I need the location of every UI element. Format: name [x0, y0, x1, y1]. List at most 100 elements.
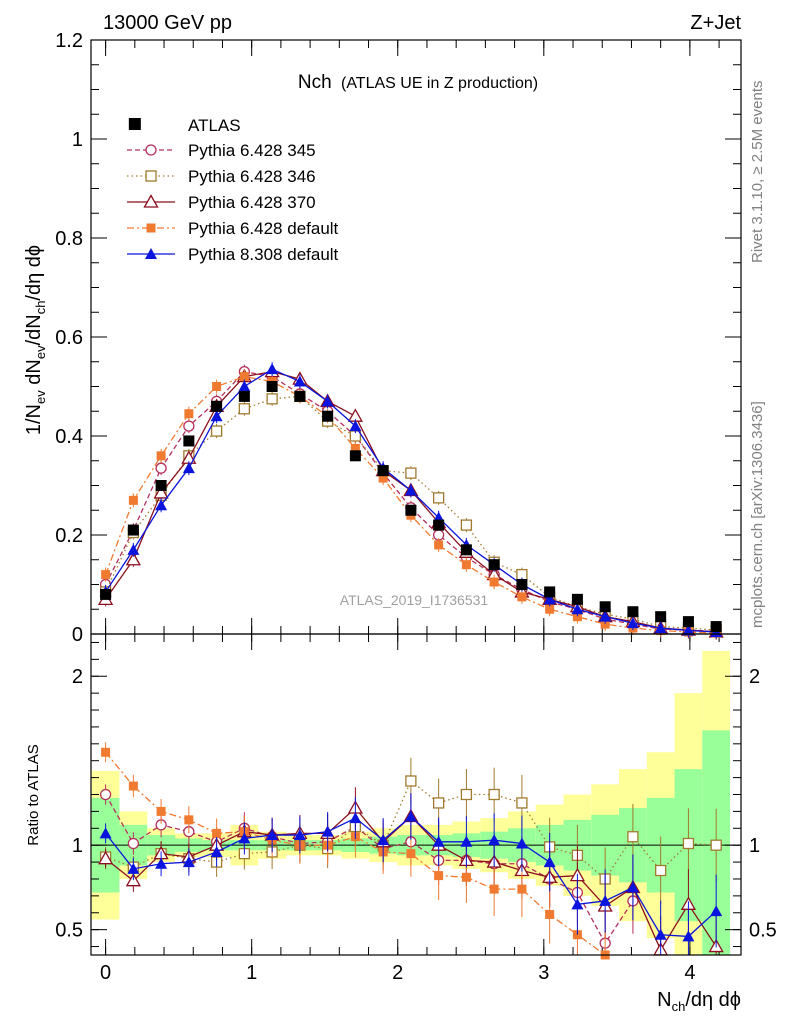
data-point: [127, 524, 139, 536]
series-line: [105, 395, 717, 631]
series-point: [155, 462, 167, 474]
legend-marker: [145, 170, 157, 182]
chart-subtitle: (ATLAS UE in Z production): [341, 75, 538, 92]
data-point: [155, 480, 167, 491]
ratio-tick-label: 1: [72, 835, 83, 857]
ratio-point: [128, 781, 138, 791]
rivet-version-label: Rivet 3.1.10, ≥ 2.5M events: [749, 81, 766, 264]
ratio-point: [210, 845, 223, 857]
data-point: [377, 465, 389, 477]
legend-label-data: ATLAS: [188, 116, 241, 135]
y-axis-label: 1/Nev dNev/dNch/dη dϕ: [23, 245, 48, 435]
series-line: [104, 375, 717, 634]
ratio-point: [571, 898, 584, 910]
y-tick-label: 0: [72, 624, 83, 646]
data-point: [544, 586, 556, 598]
legend-label: Pythia 6.428 default: [188, 219, 339, 238]
legend-label: Pythia 6.428 345: [188, 141, 316, 160]
ratio-point: [654, 928, 667, 940]
series-point: [654, 622, 667, 634]
data-point: [627, 606, 639, 618]
series-point: [293, 375, 306, 387]
legend-marker: [145, 144, 157, 156]
ratio-point: [516, 797, 528, 809]
series-point: [432, 492, 445, 504]
data-point: [238, 390, 250, 402]
ratio-series-layer: [97, 742, 724, 960]
y-tick-label: 1.2: [55, 30, 83, 52]
data-point: [599, 601, 611, 613]
series-point: [153, 485, 169, 499]
series-point: [184, 409, 194, 419]
ratio-point: [515, 837, 528, 849]
ratio-point: [349, 812, 362, 824]
frame: [90, 39, 742, 956]
x-tick-label: 1: [246, 962, 257, 984]
series-point: [517, 592, 527, 602]
series-point: [127, 543, 140, 555]
ratio-point: [101, 747, 111, 757]
legend-marker: [143, 194, 159, 208]
ratio-point: [488, 788, 500, 801]
y-tick-label: 1: [72, 129, 83, 151]
data-point: [211, 400, 223, 412]
ratio-point: [405, 775, 417, 787]
ratio-point: [99, 788, 112, 801]
energy-label: 13000 GeV pp: [103, 12, 232, 34]
series-point: [238, 380, 251, 392]
legend: ATLAS Pythia 6.428 345 Pythia 6.428 346 Pyt…: [127, 116, 339, 264]
series-point: [434, 540, 444, 550]
y-tick-label: 0.6: [55, 327, 83, 349]
ratio-panel-frame: [90, 633, 742, 956]
ratio-point: [710, 905, 723, 917]
ratio-point: [156, 806, 166, 816]
process-label: Z+Jet: [690, 12, 741, 34]
ratio-y-axis-label: Ratio to ATLAS: [25, 744, 42, 845]
ratio-point: [184, 815, 194, 825]
ratio-point: [682, 930, 695, 942]
x-axis-label: Nch/dη dϕ: [657, 989, 741, 1014]
series-point: [572, 612, 582, 622]
data-point: [322, 410, 334, 422]
data-point: [516, 579, 528, 590]
series-point: [128, 495, 138, 505]
ratio-point: [627, 831, 639, 843]
ratio-tick-label-right: 2: [749, 666, 760, 688]
y-tick-label: 0.4: [55, 426, 83, 448]
data-point: [460, 544, 472, 556]
x-tick-label: 2: [392, 962, 403, 984]
data-point: [488, 559, 500, 571]
ratio-point: [321, 825, 334, 837]
legend-marker: [145, 248, 157, 259]
ratio-point: [377, 834, 390, 846]
ratio-tick-label: 0.5: [55, 920, 83, 942]
data-point: [682, 616, 694, 628]
ratio-point: [404, 810, 417, 822]
series-line: [105, 370, 717, 633]
ratio-point: [212, 828, 222, 838]
ratio-point: [293, 829, 306, 841]
series-point: [125, 551, 141, 566]
data-point: [571, 593, 583, 605]
ratio-point: [626, 881, 639, 893]
data-point: [405, 504, 417, 516]
series-point: [350, 443, 360, 453]
legend-data-marker: [128, 118, 141, 130]
ratio-tick-label-right: 1: [749, 835, 760, 857]
legend-label: Pythia 6.428 370: [188, 193, 316, 212]
x-tick-label: 3: [538, 962, 549, 984]
ratio-tick-label: 2: [72, 666, 83, 688]
series-point: [238, 403, 251, 415]
series-point: [183, 420, 195, 432]
ratio-point: [489, 884, 499, 894]
ratio-point: [543, 856, 556, 868]
ratio-point: [432, 797, 445, 809]
series-point: [210, 410, 223, 422]
ratio-tick-label-right: 0.5: [749, 920, 777, 942]
ratio-point: [488, 834, 501, 846]
series-point: [460, 519, 473, 531]
series-point: [545, 604, 555, 614]
y-tick-label: 0.2: [55, 525, 83, 547]
ratio-point: [572, 930, 582, 940]
